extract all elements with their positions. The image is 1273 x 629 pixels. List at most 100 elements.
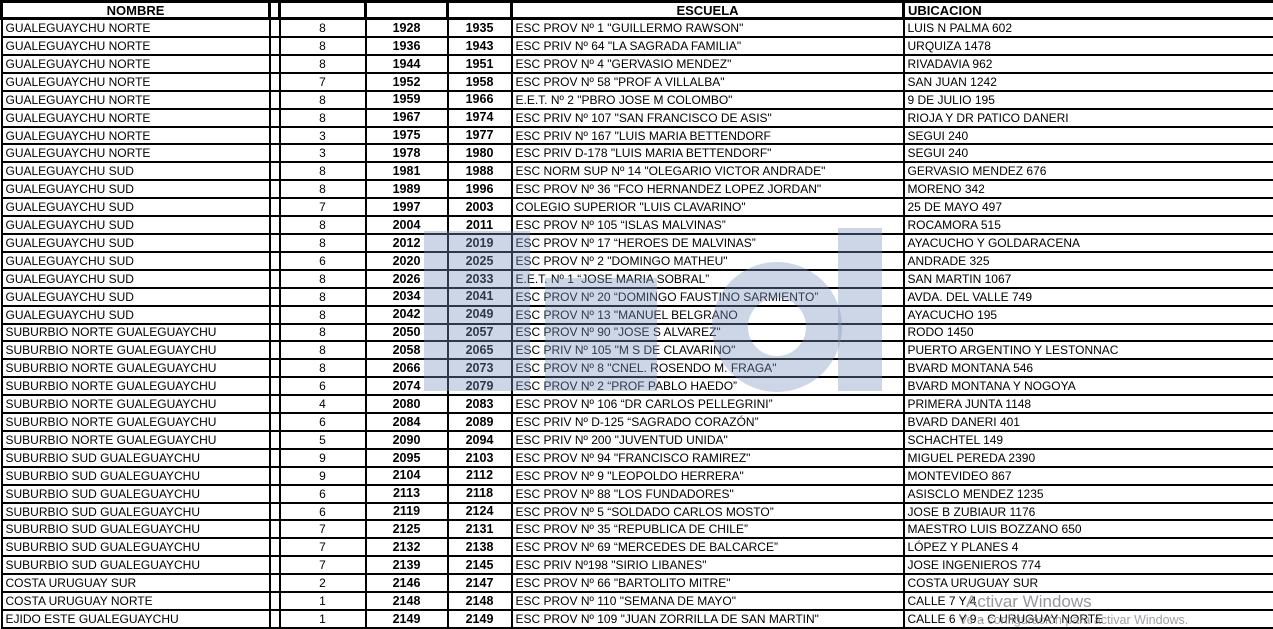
cell-spacer (268, 36, 281, 56)
cell-year-from: 2066 (364, 358, 449, 379)
cell-ubicacion: GERVASIO MENDEZ 676 (902, 161, 1273, 182)
table-row: GUALEGUAYCHU NORTE 7 1952 1958 ESC PROV … (0, 71, 1273, 92)
cell-spacer (268, 17, 281, 38)
cell-year-from: 2149 (364, 609, 449, 629)
cell-spacer (268, 107, 281, 128)
table-row: SUBURBIO SUD GUALEGUAYCHU 6 2113 2118 ES… (0, 483, 1273, 504)
cell-spacer (268, 71, 281, 92)
cell-year-to: 2049 (446, 304, 513, 325)
cell-ubicacion: AVDA. DEL VALLE 749 (902, 286, 1273, 307)
cell-count: 3 (278, 125, 367, 146)
cell-year-from: 2074 (364, 376, 449, 397)
cell-escuela: ESC PROV Nº 9 "LEOPOLDO HERRERA" (510, 465, 905, 486)
cell-count: 5 (278, 429, 367, 450)
cell-year-from: 1981 (364, 161, 449, 182)
cell-ubicacion: CALLE 7 Y 4 (902, 591, 1273, 612)
header-spacer (268, 0, 281, 20)
table-row: SUBURBIO NORTE GUALEGUAYCHU 5 2090 2094 … (0, 429, 1273, 450)
cell-count: 6 (278, 483, 367, 504)
table-row: GUALEGUAYCHU NORTE 8 1967 1974 ESC PRIV … (0, 107, 1273, 128)
cell-spacer (268, 179, 281, 200)
cell-spacer (268, 322, 281, 343)
cell-nombre: SUBURBIO NORTE GUALEGUAYCHU (0, 358, 271, 379)
cell-spacer (268, 340, 281, 361)
cell-year-to: 2033 (446, 268, 513, 289)
cell-year-to: 2083 (446, 394, 513, 415)
cell-year-from: 2113 (364, 483, 449, 504)
table-row: GUALEGUAYCHU SUD 8 2026 2033 E.E.T. Nº 1… (0, 268, 1273, 289)
cell-year-from: 2132 (364, 537, 449, 558)
cell-year-to: 2131 (446, 519, 513, 540)
table-row: GUALEGUAYCHU SUD 6 2020 2025 ESC PROV Nº… (0, 250, 1273, 271)
cell-year-from: 1975 (364, 125, 449, 146)
cell-year-to: 2065 (446, 340, 513, 361)
cell-ubicacion: BVARD MONTANA 546 (902, 358, 1273, 379)
cell-spacer (268, 573, 281, 594)
cell-escuela: ESC NORM SUP Nº 14 "OLEGARIO VICTOR ANDR… (510, 161, 905, 182)
cell-escuela: ESC PROV Nº 88 "LOS FUNDADORES" (510, 483, 905, 504)
cell-year-from: 2095 (364, 447, 449, 468)
cell-count: 6 (278, 501, 367, 522)
table-row: SUBURBIO NORTE GUALEGUAYCHU 4 2080 2083 … (0, 394, 1273, 415)
cell-year-to: 1966 (446, 89, 513, 110)
cell-spacer (268, 447, 281, 468)
cell-year-from: 2026 (364, 268, 449, 289)
cell-escuela: ESC PROV Nº 66 "BARTOLITO MITRE" (510, 573, 905, 594)
cell-escuela: ESC PRIV D-178 "LUIS MARIA BETTENDORF" (510, 143, 905, 164)
cell-year-from: 1989 (364, 179, 449, 200)
cell-nombre: GUALEGUAYCHU NORTE (0, 89, 271, 110)
cell-escuela: ESC PROV Nº 105 “ISLAS MALVINAS” (510, 215, 905, 235)
cell-ubicacion: CALLE 6 Y 9 - C URUGUAY NORTE (902, 609, 1273, 629)
cell-nombre: GUALEGUAYCHU NORTE (0, 125, 271, 146)
table-row: SUBURBIO NORTE GUALEGUAYCHU 8 2050 2057 … (0, 322, 1273, 343)
header-row: NOMBRE ESCUELA UBICACION (0, 0, 1273, 20)
table-row: GUALEGUAYCHU SUD 8 1989 1996 ESC PROV Nº… (0, 179, 1273, 200)
cell-ubicacion: AYACUCHO Y GOLDARACENA (902, 232, 1273, 253)
cell-escuela: ESC PRIV Nº 105 "M S DE CLAVARINO" (510, 340, 905, 361)
cell-count: 8 (278, 215, 367, 235)
cell-escuela: ESC PROV Nº 2 "DOMINGO MATHEU" (510, 250, 905, 271)
cell-escuela: ESC PROV Nº 4 "GERVASIO MENDEZ" (510, 53, 905, 74)
cell-year-from: 2084 (364, 412, 449, 432)
cell-ubicacion: RIVADAVIA 962 (902, 53, 1273, 74)
cell-ubicacion: RIOJA Y DR PATICO DANERI (902, 107, 1273, 128)
header-escuela: ESCUELA (510, 0, 905, 20)
cell-escuela: ESC PRIV Nº 200 "JUVENTUD UNIDA" (510, 429, 905, 450)
cell-ubicacion: JOSE B ZUBIAUR 1176 (902, 501, 1273, 522)
cell-year-to: 1958 (446, 71, 513, 92)
cell-year-from: 2090 (364, 429, 449, 450)
cell-nombre: COSTA URUGUAY SUR (0, 573, 271, 594)
cell-spacer (268, 376, 281, 397)
table-row: SUBURBIO SUD GUALEGUAYCHU 7 2139 2145 ES… (0, 555, 1273, 576)
cell-escuela: ESC PROV Nº 58 "PROF A VILLALBA" (510, 71, 905, 92)
cell-year-to: 1980 (446, 143, 513, 164)
cell-count: 1 (278, 609, 367, 629)
cell-count: 8 (278, 36, 367, 56)
table-row: SUBURBIO NORTE GUALEGUAYCHU 8 2066 2073 … (0, 358, 1273, 379)
cell-nombre: GUALEGUAYCHU SUD (0, 286, 271, 307)
cell-year-from: 1967 (364, 107, 449, 128)
cell-year-to: 2003 (446, 197, 513, 218)
cell-ubicacion: BVARD MONTANA Y NOGOYA (902, 376, 1273, 397)
cell-year-from: 1944 (364, 53, 449, 74)
cell-ubicacion: ANDRADE 325 (902, 250, 1273, 271)
cell-ubicacion: SAN MARTIN 1067 (902, 268, 1273, 289)
table-row: SUBURBIO SUD GUALEGUAYCHU 9 2095 2103 ES… (0, 447, 1273, 468)
table-row: SUBURBIO SUD GUALEGUAYCHU 9 2104 2112 ES… (0, 465, 1273, 486)
cell-year-to: 2147 (446, 573, 513, 594)
cell-spacer (268, 286, 281, 307)
cell-ubicacion: SEGUI 240 (902, 143, 1273, 164)
cell-nombre: GUALEGUAYCHU SUD (0, 232, 271, 253)
cell-ubicacion: ROCAMORA 515 (902, 215, 1273, 235)
header-nombre: NOMBRE (0, 0, 271, 20)
cell-escuela: ESC PROV Nº 17 “HEROES DE MALVINAS” (510, 232, 905, 253)
table-row: GUALEGUAYCHU NORTE 3 1975 1977 ESC PRIV … (0, 125, 1273, 146)
cell-count: 4 (278, 394, 367, 415)
cell-count: 8 (278, 304, 367, 325)
cell-year-to: 2145 (446, 555, 513, 576)
cell-year-from: 2012 (364, 232, 449, 253)
table-row: SUBURBIO NORTE GUALEGUAYCHU 6 2084 2089 … (0, 412, 1273, 432)
cell-year-from: 1997 (364, 197, 449, 218)
table-row: GUALEGUAYCHU NORTE 8 1936 1943 ESC PRIV … (0, 36, 1273, 56)
cell-count: 6 (278, 376, 367, 397)
